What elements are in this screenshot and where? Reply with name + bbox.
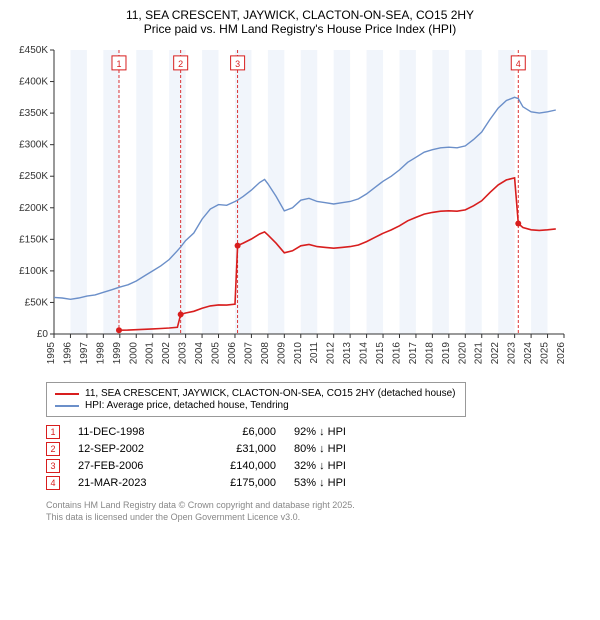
title-block: 11, SEA CRESCENT, JAYWICK, CLACTON-ON-SE… (10, 8, 590, 36)
svg-text:2008: 2008 (260, 342, 271, 365)
title-line-1: 11, SEA CRESCENT, JAYWICK, CLACTON-ON-SE… (10, 8, 590, 22)
svg-text:2007: 2007 (243, 342, 254, 365)
sale-date: 27-FEB-2006 (78, 460, 178, 472)
svg-text:2015: 2015 (375, 342, 386, 365)
svg-text:2006: 2006 (227, 342, 238, 365)
svg-text:2017: 2017 (408, 342, 419, 365)
chart-container: 11, SEA CRESCENT, JAYWICK, CLACTON-ON-SE… (0, 0, 600, 533)
sale-hpi-delta: 92% ↓ HPI (294, 426, 384, 438)
sale-marker-box: 3 (46, 459, 60, 473)
sale-hpi-delta: 32% ↓ HPI (294, 460, 384, 472)
svg-text:2014: 2014 (359, 342, 370, 365)
svg-text:1998: 1998 (95, 342, 106, 365)
legend-label: HPI: Average price, detached house, Tend… (85, 400, 289, 411)
legend-row: HPI: Average price, detached house, Tend… (55, 400, 457, 411)
sale-hpi-delta: 53% ↓ HPI (294, 477, 384, 489)
svg-text:£150K: £150K (19, 234, 48, 245)
svg-text:£0: £0 (37, 329, 49, 340)
svg-text:1997: 1997 (79, 342, 90, 365)
svg-text:£50K: £50K (25, 297, 49, 308)
svg-text:£300K: £300K (19, 140, 48, 151)
svg-text:2020: 2020 (457, 342, 468, 365)
svg-text:£250K: £250K (19, 171, 48, 182)
legend-swatch (55, 393, 79, 395)
legend-swatch (55, 405, 79, 407)
sale-date: 12-SEP-2002 (78, 443, 178, 455)
svg-text:2000: 2000 (128, 342, 139, 365)
sale-row: 4 21-MAR-2023 £175,000 53% ↓ HPI (46, 476, 590, 490)
legend-box: 11, SEA CRESCENT, JAYWICK, CLACTON-ON-SE… (46, 382, 466, 417)
svg-text:2005: 2005 (211, 342, 222, 365)
legend-row: 11, SEA CRESCENT, JAYWICK, CLACTON-ON-SE… (55, 388, 457, 399)
svg-text:2003: 2003 (178, 342, 189, 365)
sale-price: £6,000 (196, 426, 276, 438)
legend-label: 11, SEA CRESCENT, JAYWICK, CLACTON-ON-SE… (85, 388, 456, 399)
footer-line-2: This data is licensed under the Open Gov… (46, 512, 590, 524)
svg-text:2011: 2011 (309, 342, 320, 364)
svg-text:2016: 2016 (391, 342, 402, 365)
svg-text:2009: 2009 (276, 342, 287, 365)
svg-text:£350K: £350K (19, 108, 48, 119)
svg-text:1999: 1999 (112, 342, 123, 365)
footer-attribution: Contains HM Land Registry data © Crown c… (46, 500, 590, 523)
svg-text:2012: 2012 (326, 342, 337, 365)
svg-text:2025: 2025 (540, 342, 551, 365)
svg-text:£200K: £200K (19, 203, 48, 214)
svg-text:2026: 2026 (556, 342, 567, 365)
svg-text:1: 1 (116, 59, 121, 69)
svg-text:4: 4 (516, 59, 521, 69)
sale-row: 2 12-SEP-2002 £31,000 80% ↓ HPI (46, 442, 590, 456)
sale-marker-box: 4 (46, 476, 60, 490)
sales-table: 1 11-DEC-1998 £6,000 92% ↓ HPI 2 12-SEP-2002 £… (46, 425, 590, 490)
sale-row: 3 27-FEB-2006 £140,000 32% ↓ HPI (46, 459, 590, 473)
title-line-2: Price paid vs. HM Land Registry's House … (10, 22, 590, 36)
sale-date: 21-MAR-2023 (78, 477, 178, 489)
svg-text:2: 2 (178, 59, 183, 69)
svg-text:2013: 2013 (342, 342, 353, 365)
sale-price: £140,000 (196, 460, 276, 472)
svg-text:3: 3 (235, 59, 240, 69)
svg-text:2010: 2010 (293, 342, 304, 365)
svg-text:2001: 2001 (145, 342, 156, 365)
svg-text:£100K: £100K (19, 266, 48, 277)
svg-text:2024: 2024 (523, 342, 534, 365)
svg-text:2019: 2019 (441, 342, 452, 365)
chart-area: £0 £50K £100K £150K £200K £250K £300K £350K £400… (10, 44, 590, 374)
svg-text:2004: 2004 (194, 342, 205, 365)
svg-text:2018: 2018 (424, 342, 435, 365)
sale-row: 1 11-DEC-1998 £6,000 92% ↓ HPI (46, 425, 590, 439)
sale-marker-box: 2 (46, 442, 60, 456)
price-chart: £0 £50K £100K £150K £200K £250K £300K £350K £400… (10, 44, 570, 374)
sale-marker-box: 1 (46, 425, 60, 439)
svg-text:2021: 2021 (474, 342, 485, 365)
sale-hpi-delta: 80% ↓ HPI (294, 443, 384, 455)
svg-text:1996: 1996 (62, 342, 73, 365)
svg-text:2002: 2002 (161, 342, 172, 365)
sale-date: 11-DEC-1998 (78, 426, 178, 438)
svg-text:£450K: £450K (19, 45, 48, 56)
svg-text:£400K: £400K (19, 77, 48, 88)
svg-text:1995: 1995 (46, 342, 57, 365)
svg-text:2023: 2023 (507, 342, 518, 365)
svg-text:2022: 2022 (490, 342, 501, 365)
footer-line-1: Contains HM Land Registry data © Crown c… (46, 500, 590, 512)
sale-price: £175,000 (196, 477, 276, 489)
sale-price: £31,000 (196, 443, 276, 455)
